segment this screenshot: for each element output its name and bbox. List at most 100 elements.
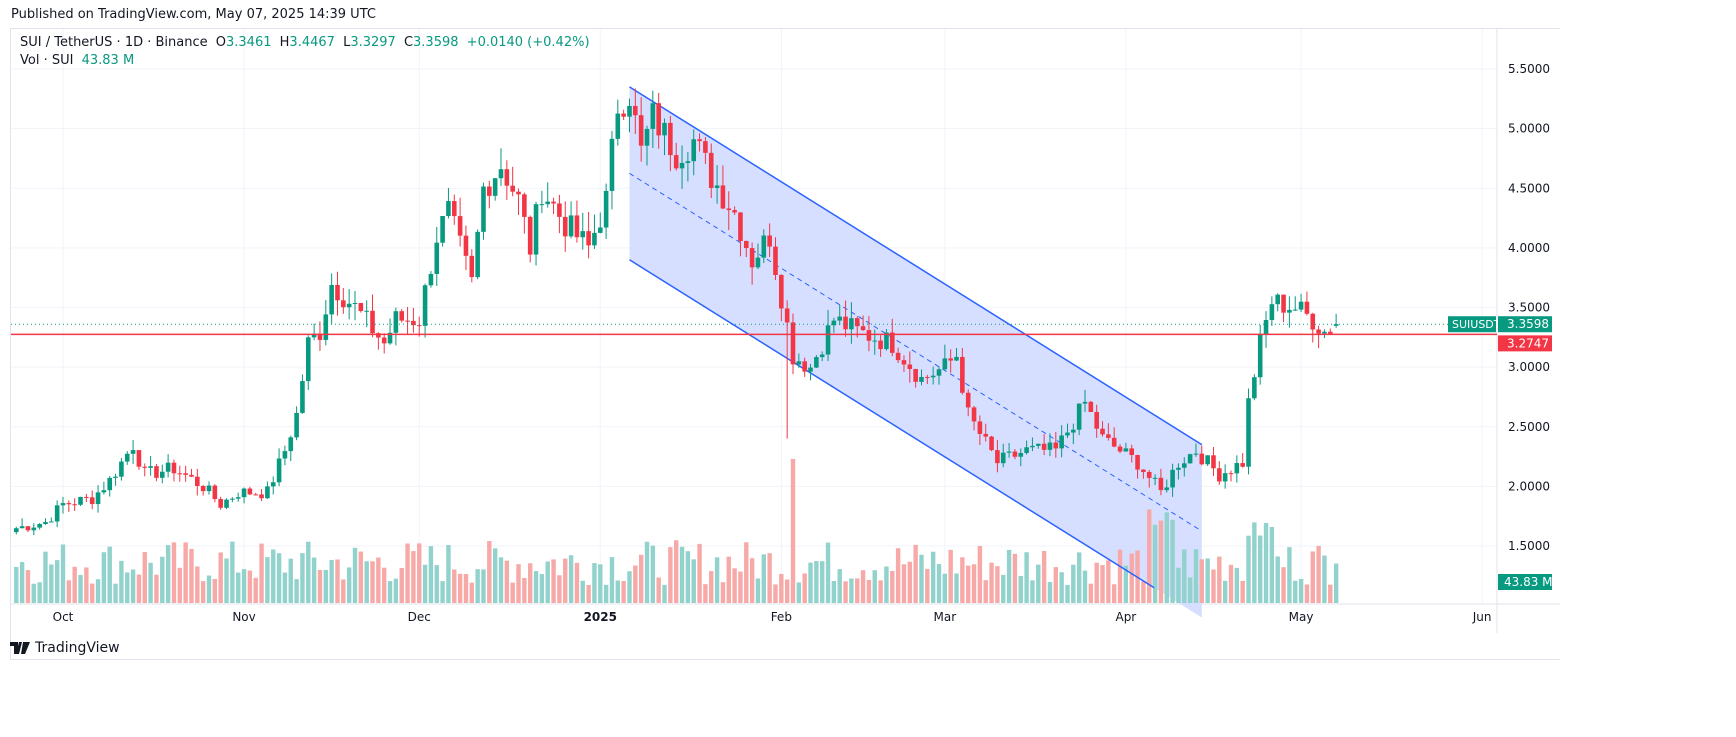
candle-body (1018, 453, 1024, 457)
y-tick-label: 2.0000 (1508, 479, 1550, 493)
candle-body (790, 322, 796, 365)
candle-body (948, 358, 953, 361)
volume-bar (498, 557, 504, 603)
candle-body (142, 466, 148, 468)
candle-body (825, 325, 831, 355)
volume-bar (241, 569, 247, 603)
candle-body (1316, 329, 1321, 334)
volume-bar (218, 552, 223, 603)
volume-bar (49, 564, 54, 603)
volume-bar (434, 565, 439, 603)
candle-body (78, 496, 83, 505)
candle-body (1111, 437, 1117, 447)
candle-body (668, 122, 673, 156)
candle-body (1129, 448, 1135, 456)
volume-bar (1287, 547, 1292, 603)
candle-body (481, 186, 486, 232)
candle-body (276, 458, 282, 483)
candle-body (919, 376, 924, 382)
candle-body (370, 310, 375, 334)
candle-body (19, 526, 25, 529)
volume-bar (755, 578, 761, 603)
volume-bar (457, 573, 463, 603)
volume-bar (574, 562, 580, 603)
volume-bar (504, 560, 510, 603)
candle-body (633, 105, 638, 116)
volume-bar (802, 573, 807, 603)
volume-bar (522, 577, 527, 603)
candle-body (393, 311, 399, 333)
volume-bar (1012, 553, 1018, 603)
volume-bar (1310, 551, 1315, 603)
candle-body (66, 503, 72, 505)
volume-bar (930, 551, 936, 603)
volume-bar (1047, 581, 1053, 603)
volume-bar (1222, 580, 1228, 603)
candle-body (779, 275, 784, 309)
candle-body (1193, 453, 1199, 455)
candle-body (317, 333, 323, 340)
volume-bar (1240, 580, 1245, 603)
candle-body (1298, 301, 1304, 310)
candle-body (703, 141, 708, 153)
volume-bar (679, 546, 685, 603)
candle-body (796, 361, 802, 365)
candle-body (977, 421, 983, 434)
candle-body (253, 494, 259, 496)
y-tick-label: 4.5000 (1508, 181, 1550, 195)
volume-bar (282, 572, 288, 603)
volume-bar (779, 573, 784, 603)
candle-body (527, 216, 533, 255)
candle-body (860, 326, 866, 331)
volume-bar (1071, 564, 1076, 603)
volume-bar (236, 572, 241, 603)
candle-body (714, 185, 720, 188)
volume-bar (487, 541, 492, 603)
candle-body (650, 103, 656, 129)
candle-body (889, 332, 895, 353)
candle-body (1047, 442, 1053, 450)
candle-body (930, 375, 936, 378)
volume-bar (831, 580, 837, 603)
volume-bar (101, 552, 107, 603)
volume-bar (452, 569, 457, 603)
volume-bar (1234, 567, 1240, 603)
y-tick-label: 3.0000 (1508, 360, 1550, 374)
candle-body (1222, 473, 1228, 482)
candle-body (539, 204, 545, 206)
channel-mid-line (629, 172, 1203, 532)
candle-body (1123, 448, 1129, 452)
volume-bar (966, 565, 971, 603)
x-tick-label: Apr (1115, 610, 1136, 624)
candle-body (212, 485, 218, 500)
candle-body (1106, 434, 1111, 438)
y-tick-label: 3.5000 (1508, 301, 1550, 315)
candle-body (247, 488, 253, 495)
candle-body (925, 376, 930, 378)
candle-body (960, 356, 965, 393)
volume-bar (358, 551, 364, 603)
volume-bar (154, 574, 159, 603)
candle-body (557, 203, 562, 217)
volume-bar (732, 568, 737, 603)
last-price-tag-bg (1498, 316, 1552, 333)
volume-value: 43.83 M (81, 53, 135, 68)
candle-body (84, 496, 89, 498)
candle-body (1292, 309, 1298, 311)
tradingview-logo[interactable]: TradingView (10, 640, 120, 656)
volume-bar (259, 543, 264, 603)
candle-body (989, 436, 994, 451)
candle-body (381, 337, 387, 344)
volume-bar (60, 544, 66, 603)
channel-lower-line (629, 259, 1155, 589)
candle-body (685, 161, 691, 163)
volume-bar (703, 584, 708, 603)
candle-body (13, 528, 19, 533)
candle-body (49, 521, 54, 523)
candle-body (113, 476, 118, 478)
symbol-title[interactable]: SUI / TetherUS · 1D · Binance (20, 35, 208, 50)
candle-body (983, 433, 989, 437)
candle-body (346, 303, 352, 308)
volume-bar (1275, 556, 1280, 603)
